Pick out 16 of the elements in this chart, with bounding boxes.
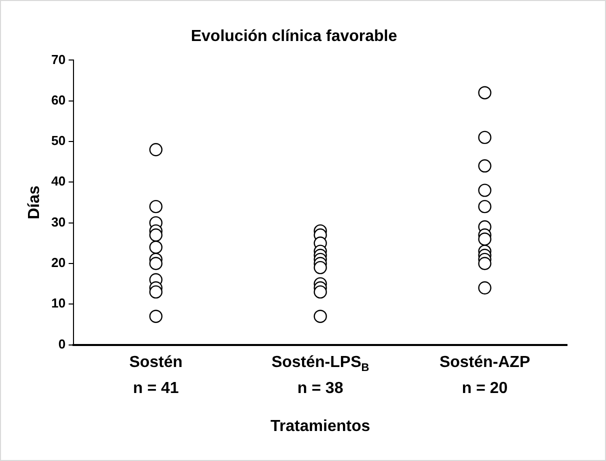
text: n = 38 xyxy=(297,380,344,398)
y-tick-label: 40 xyxy=(51,174,66,189)
chart-title: Evolución clínica favorable xyxy=(190,28,398,46)
y-tick-label: 50 xyxy=(51,133,66,148)
y-tick-label: 30 xyxy=(51,214,66,230)
y-tick-label: 0 xyxy=(58,336,66,352)
text: n = 41 xyxy=(132,380,179,398)
x-axis-title: Tratamientos xyxy=(270,418,370,435)
text: n = 20 xyxy=(462,380,508,398)
y-tick-label: 20 xyxy=(51,255,66,270)
y-tick-label: 70 xyxy=(51,52,66,67)
y-tick-label: 60 xyxy=(51,92,66,108)
y-axis-title: Días xyxy=(26,186,44,220)
y-tick-label: 10 xyxy=(51,296,66,311)
x-tick-label: Sostén-AZP xyxy=(439,354,530,372)
x-tick-label: Sostén xyxy=(129,354,183,372)
